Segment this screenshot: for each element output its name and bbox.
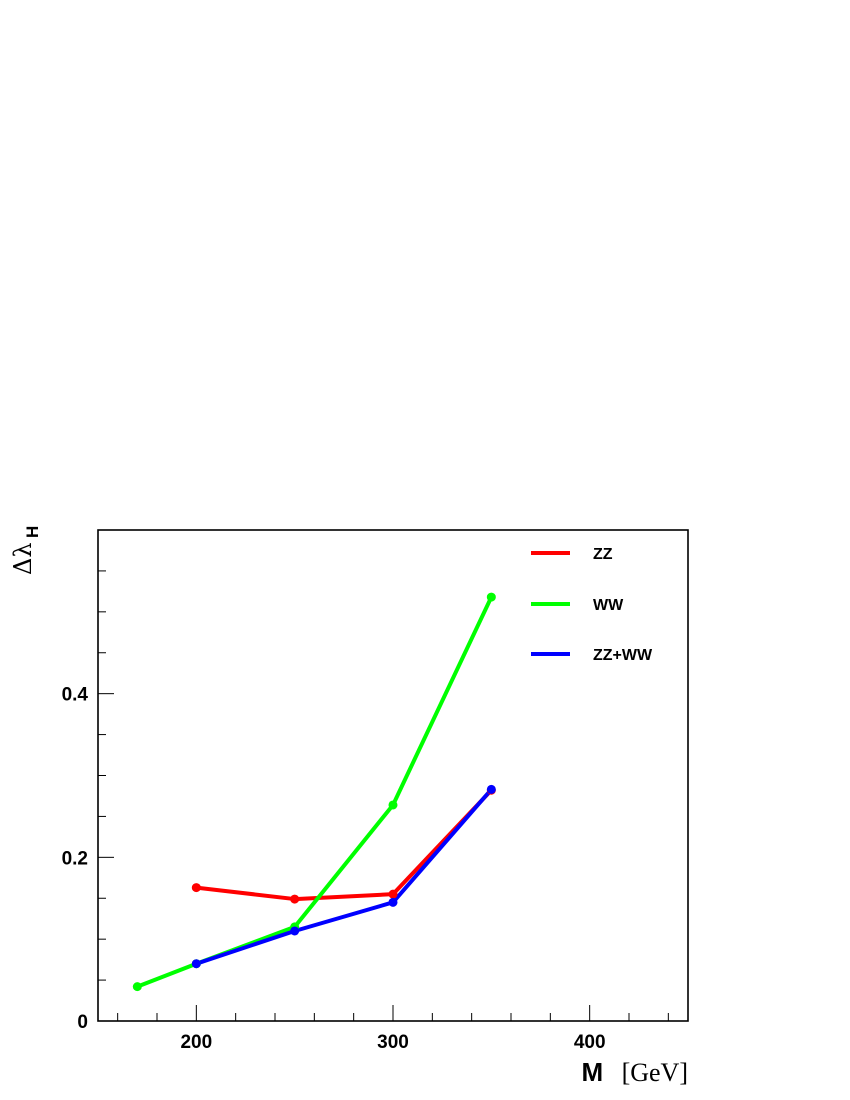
data-point-zz-ww (191, 959, 201, 969)
data-point-zz (290, 894, 300, 904)
data-point-ww (132, 982, 142, 992)
y-tick-label: 0.4 (62, 685, 89, 706)
legend-label-zz-ww: ZZ+WW (593, 647, 653, 664)
x-axis-label: M (581, 1057, 603, 1087)
series-lines (135, 595, 494, 989)
data-point-zz-ww (388, 897, 398, 907)
data-point-zz-ww (290, 926, 300, 936)
y-tick-label: 0 (77, 1012, 88, 1033)
data-point-zz (388, 889, 398, 899)
data-point-zz-ww (486, 784, 496, 794)
data-point-zz (191, 883, 201, 893)
x-axis-unit: [GeV] (622, 1058, 688, 1087)
data-point-ww (388, 800, 398, 810)
y-axis-label: Δλ (9, 542, 37, 575)
y-axis-ticks: 0 0.2 0.4 (62, 570, 114, 1033)
series-points (132, 592, 496, 992)
legend-label-ww: WW (593, 597, 624, 614)
x-axis-ticks: 200 300 400 (117, 1005, 669, 1053)
series-line-zz-ww (194, 787, 494, 966)
x-tick-label: 400 (574, 1032, 606, 1053)
legend: ZZ WW ZZ+WW (531, 546, 653, 664)
x-axis-title: M [GeV] (581, 1057, 688, 1087)
data-point-ww (486, 592, 496, 602)
y-axis-title: Δλ H (9, 526, 42, 575)
series-line-ww (135, 595, 494, 989)
series-line-zz (194, 788, 494, 902)
x-tick-label: 300 (377, 1032, 409, 1053)
y-axis-subscript: H (23, 526, 42, 538)
y-tick-label: 0.2 (62, 848, 88, 869)
x-tick-label: 200 (180, 1032, 212, 1053)
legend-label-zz: ZZ (593, 546, 613, 563)
